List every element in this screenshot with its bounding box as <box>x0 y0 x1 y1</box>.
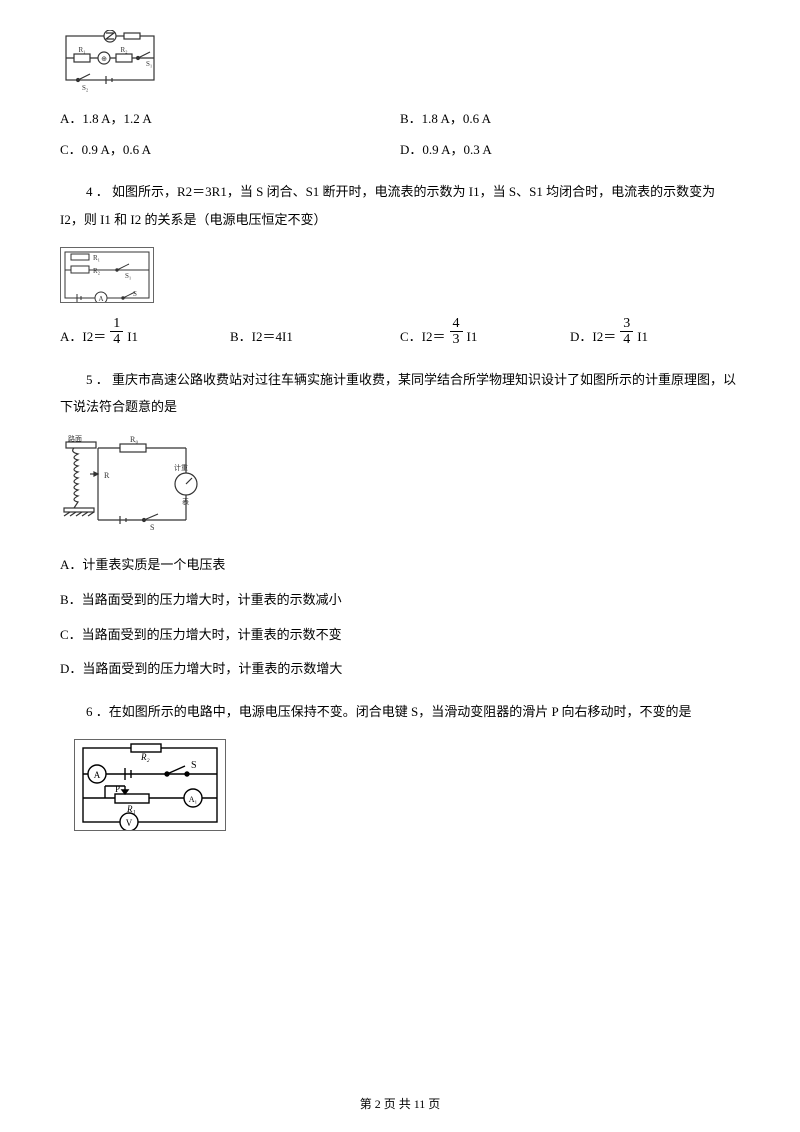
q4-opta-num: 1 <box>110 316 123 332</box>
page-footer: 第 2 页 共 11 页 <box>0 1095 800 1114</box>
q3-option-a: A．1.8 A，1.2 A <box>60 109 400 130</box>
svg-text:路面: 路面 <box>68 434 82 443</box>
svg-text:V: V <box>126 818 133 828</box>
q4-optc-pre: C．I2＝ <box>400 327 446 348</box>
q4-circuit-diagram: R₁ R₂ S₁ A S <box>60 247 154 303</box>
q5-option-a: A．计重表实质是一个电压表 <box>60 555 740 576</box>
q3-option-b: B．1.8 A，0.6 A <box>400 109 740 130</box>
svg-text:S₁: S₁ <box>146 60 152 68</box>
q4-optd-pre: D．I2＝ <box>570 327 616 348</box>
q4-opta-frac: 1 4 <box>110 316 123 348</box>
q4-body: ． 如图所示，R2＝3R1，当 S 闭合、S1 断开时，电流表的示数为 I1，当… <box>60 184 715 226</box>
q4-optd-post: I1 <box>637 327 648 348</box>
svg-text:R₂: R₂ <box>140 752 150 762</box>
q4-optc-den: 3 <box>450 332 463 347</box>
q5-body: ． 重庆市高速公路收费站对过往车辆实施计重收费，某同学结合所学物理知识设计了如图… <box>60 372 736 414</box>
svg-text:⊕: ⊕ <box>101 55 107 63</box>
q4-option-b: B．I2＝4I1 <box>230 327 400 348</box>
q3-options-row2: C．0.9 A，0.6 A D．0.9 A，0.3 A <box>60 140 740 161</box>
q4-options: A．I2＝ 1 4 I1 B．I2＝4I1 C．I2＝ 4 3 I1 D．I2＝… <box>60 316 740 348</box>
q3-option-d: D．0.9 A，0.3 A <box>400 140 740 161</box>
svg-text:R₀: R₀ <box>130 435 138 444</box>
q4-text: 4 ． 如图所示，R2＝3R1，当 S 闭合、S1 断开时，电流表的示数为 I1… <box>60 178 740 233</box>
svg-text:S₂: S₂ <box>82 84 89 92</box>
svg-text:S: S <box>150 523 154 532</box>
q4-opta-pre: A．I2＝ <box>60 327 106 348</box>
q4-optd-frac: 3 4 <box>620 316 633 348</box>
q4-optd-den: 4 <box>620 332 633 347</box>
svg-text:A: A <box>94 770 101 780</box>
q4-option-d: D．I2＝ 3 4 I1 <box>570 316 740 348</box>
q4-optc-frac: 4 3 <box>450 316 463 348</box>
q5-text: 5 ． 重庆市高速公路收费站对过往车辆实施计重收费，某同学结合所学物理知识设计了… <box>60 366 740 421</box>
q4-num: 4 <box>86 184 93 199</box>
q6-circuit-diagram: R₂ A S P R₁ A₁ <box>74 739 226 831</box>
q4-opta-post: I1 <box>127 327 138 348</box>
svg-text:R: R <box>104 471 110 480</box>
q5-option-c: C．当路面受到的压力增大时，计重表的示数不变 <box>60 625 740 646</box>
q4-optb: B．I2＝4I1 <box>230 327 293 348</box>
svg-text:S₁: S₁ <box>125 272 131 280</box>
svg-text:S: S <box>191 760 197 771</box>
q4-optc-num: 4 <box>450 316 463 332</box>
q6-num: 6 <box>86 704 93 719</box>
svg-text:R₂: R₂ <box>93 267 101 275</box>
q4-opta-den: 4 <box>110 332 123 347</box>
q6-text: 6 ．在如图所示的电路中，电源电压保持不变。闭合电键 S，当滑动变阻器的滑片 P… <box>60 698 740 725</box>
q5-option-b: B．当路面受到的压力增大时，计重表的示数减小 <box>60 590 740 611</box>
q4-optd-num: 3 <box>620 316 633 332</box>
svg-text:A₁: A₁ <box>189 795 198 804</box>
q3-options-row1: A．1.8 A，1.2 A B．1.8 A，0.6 A <box>60 109 740 130</box>
q4-option-c: C．I2＝ 4 3 I1 <box>400 316 570 348</box>
q5-num: 5 <box>86 372 93 387</box>
svg-text:R₁: R₁ <box>93 254 100 262</box>
svg-text:R₁: R₁ <box>78 46 85 54</box>
q3-circuit-diagram: R₁ ⊕ R₂ S₁ S₂ <box>60 30 740 99</box>
q3-option-c: C．0.9 A，0.6 A <box>60 140 400 161</box>
svg-text:R₂: R₂ <box>120 46 128 54</box>
q5-option-d: D．当路面受到的压力增大时，计重表的示数增大 <box>60 659 740 680</box>
q6-body: ．在如图所示的电路中，电源电压保持不变。闭合电键 S，当滑动变阻器的滑片 P 向… <box>96 704 692 719</box>
q4-optc-post: I1 <box>467 327 478 348</box>
q5-circuit-diagram: 路面 R R₀ 计重 表 <box>60 434 740 541</box>
svg-text:S: S <box>133 290 137 298</box>
svg-text:计重: 计重 <box>174 463 188 472</box>
svg-text:A: A <box>98 295 103 302</box>
q4-option-a: A．I2＝ 1 4 I1 <box>60 316 230 348</box>
